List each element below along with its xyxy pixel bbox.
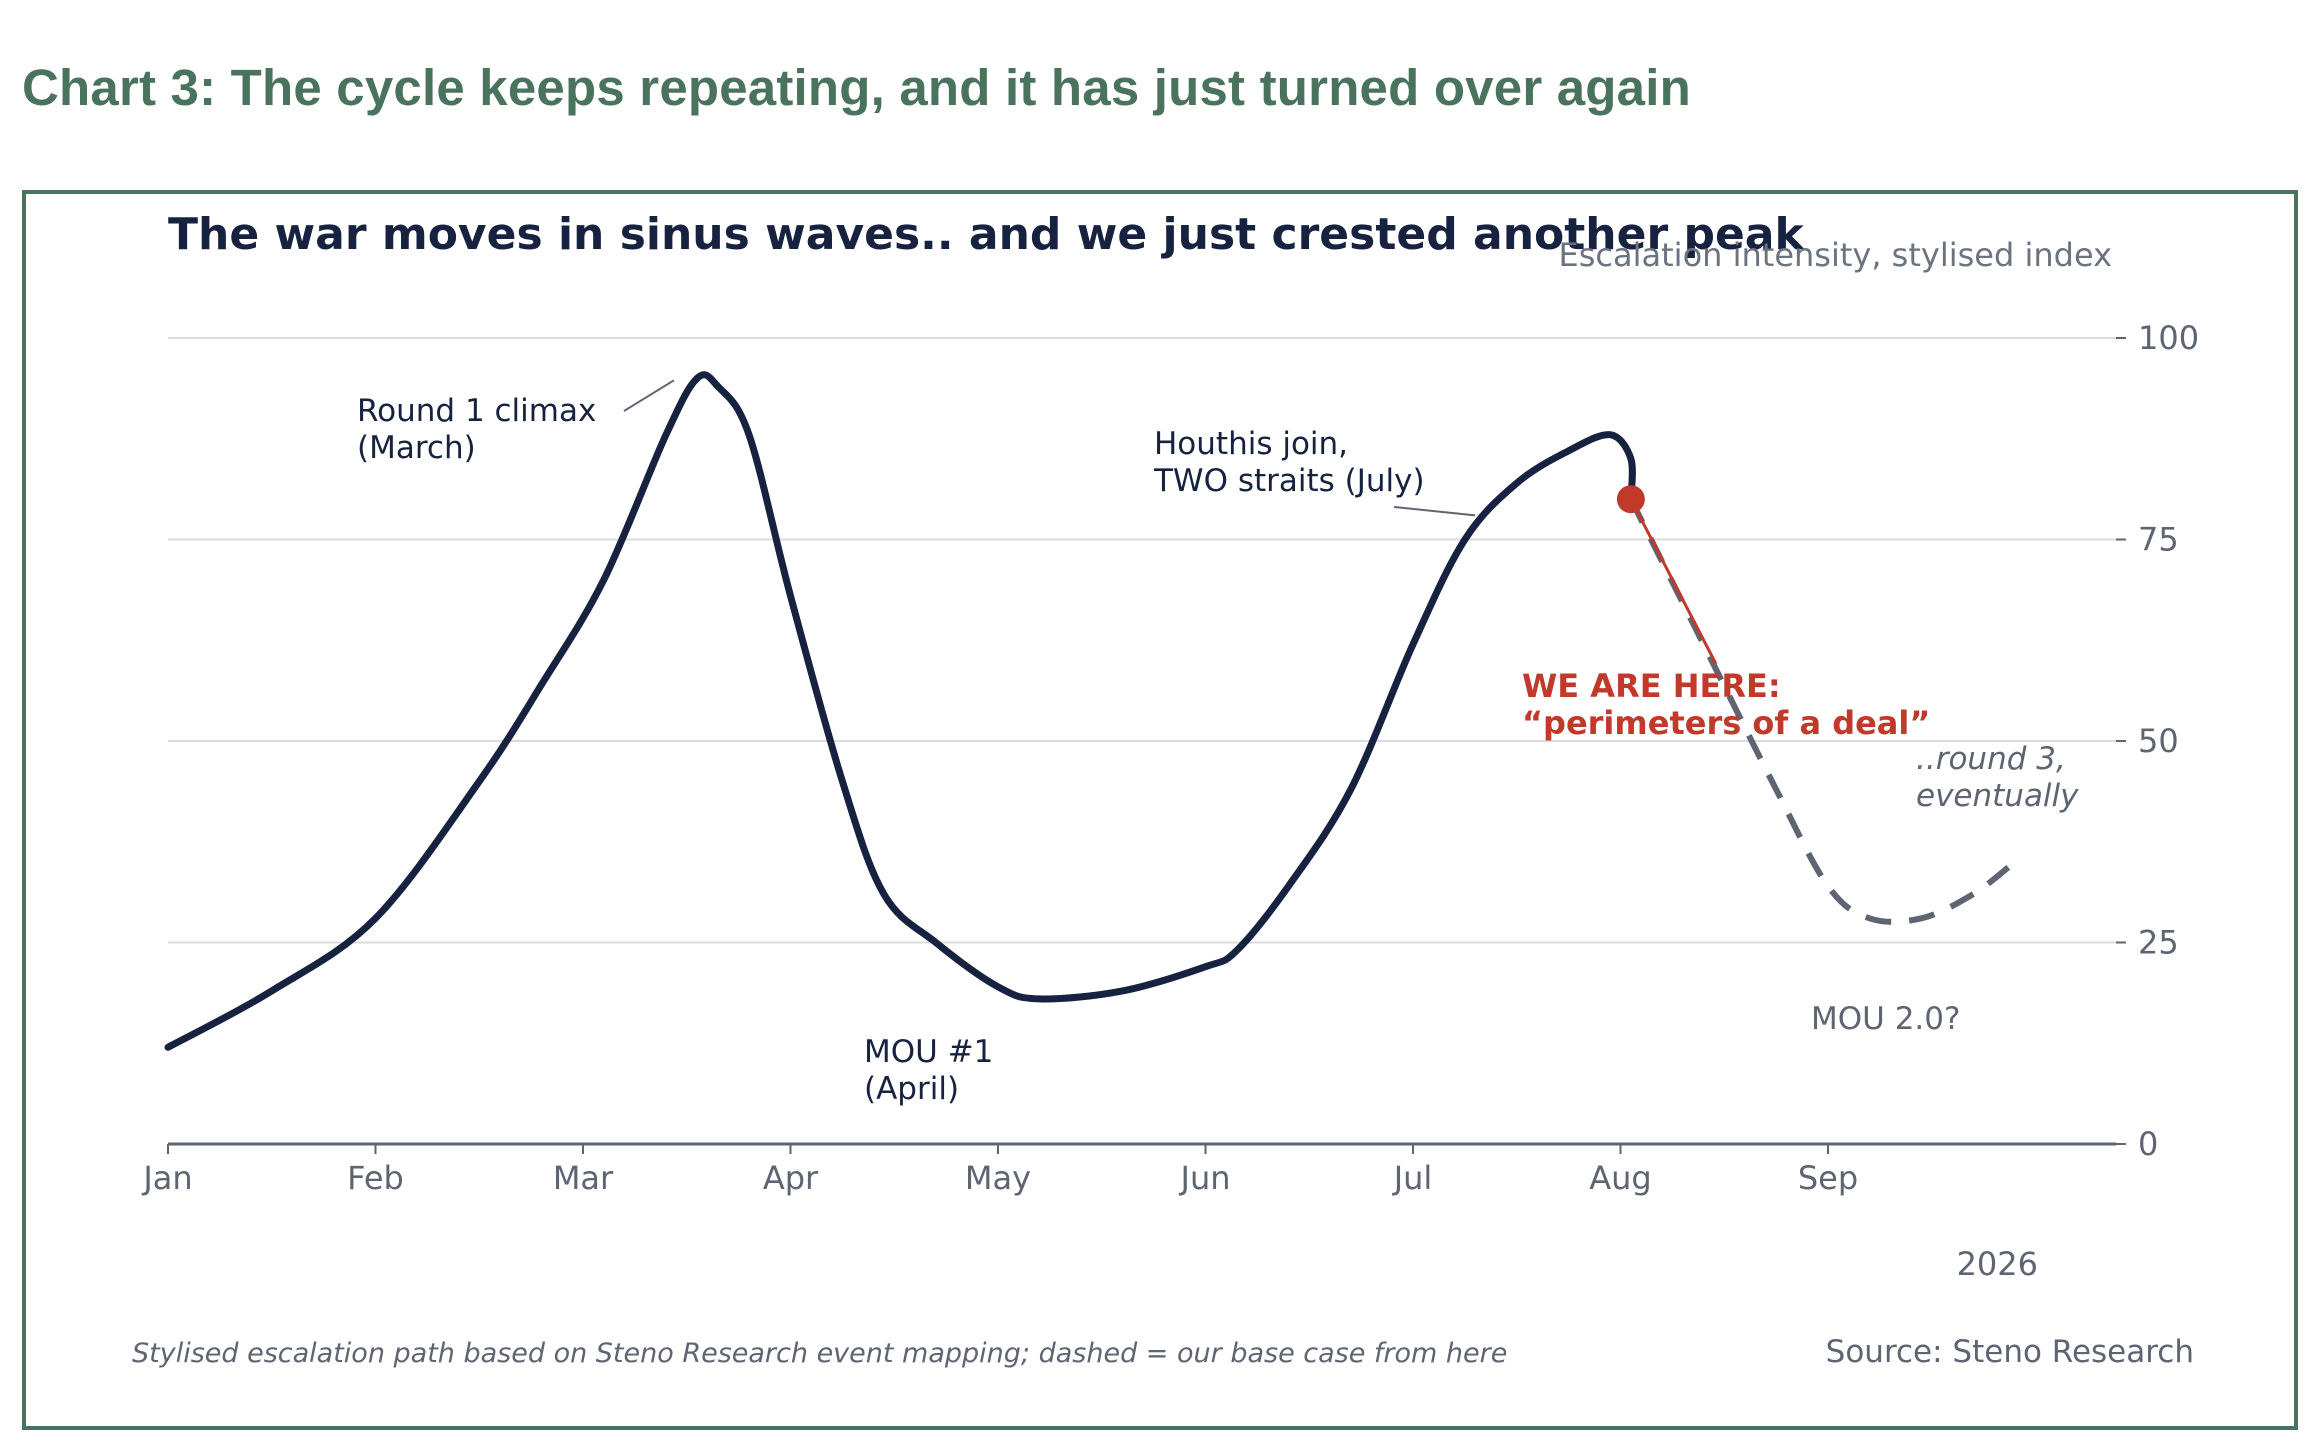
source-label: Source: Steno Research — [1826, 1334, 2194, 1370]
x-tick-label: Jul — [1392, 1159, 1433, 1197]
y-tick-label: 100 — [2138, 319, 2199, 357]
we-are-here-pointer — [1629, 498, 1718, 665]
current-point-marker — [1616, 485, 1645, 514]
annotation-houthis: Houthis join, TWO straits (July) — [1153, 426, 1425, 499]
annotation-round1-climax: Round 1 climax (March) — [357, 393, 596, 466]
year-label: 2026 — [1957, 1245, 2038, 1283]
grid-layer — [168, 337, 2116, 944]
axis-layer: 0 25 50 75 100 Jan Feb Mar Apr May Jun Jul Aug Sep — [141, 319, 2199, 1197]
x-tick-label: Feb — [347, 1159, 404, 1197]
series-layer — [164, 371, 2017, 1051]
x-tick-label: May — [965, 1159, 1031, 1197]
y-tick-label: 75 — [2138, 521, 2179, 559]
escalation-line — [164, 371, 1636, 1051]
annotation-houthis-pointer — [1393, 506, 1476, 517]
annotation-mou2: MOU 2.0? — [1811, 1001, 1960, 1037]
chart-svg: 0 25 50 75 100 Jan Feb Mar Apr May Jun Jul Aug Sep Ro… — [132, 209, 2199, 1370]
annotation-we-are-here: WE ARE HERE: “perimeters of a deal” — [1522, 667, 1930, 742]
y-tick-label: 0 — [2138, 1125, 2158, 1163]
annotation-round3: ..round 3, eventually — [1916, 741, 2079, 814]
y-axis-label: Escalation intensity, stylised index — [1559, 236, 2112, 274]
x-tick-label: Mar — [553, 1159, 614, 1197]
annotation-mou1: MOU #1 (April) — [864, 1034, 993, 1107]
footnote: Stylised escalation path based on Steno … — [132, 1338, 1507, 1369]
base-case-dashed-line — [1628, 497, 2017, 925]
x-tick-label: Sep — [1798, 1159, 1858, 1197]
annotation-round1-pointer — [623, 379, 675, 412]
chart-heading: Chart 3: The cycle keeps repeating, and … — [22, 59, 1691, 116]
chart-frame: 0 25 50 75 100 Jan Feb Mar Apr May Jun Jul Aug Sep Ro… — [22, 190, 2298, 1430]
x-tick-label: Aug — [1589, 1159, 1651, 1197]
chart-title: The war moves in sinus waves.. and we ju… — [168, 209, 1805, 260]
annotation-layer: Round 1 climax (March) MOU #1 (April) Houthi… — [357, 379, 2079, 1107]
x-tick-label: Jan — [141, 1159, 192, 1197]
y-tick-label: 25 — [2138, 924, 2179, 962]
x-tick-label: Jun — [1179, 1159, 1231, 1197]
x-tick-label: Apr — [763, 1159, 819, 1197]
y-tick-label: 50 — [2138, 722, 2179, 760]
